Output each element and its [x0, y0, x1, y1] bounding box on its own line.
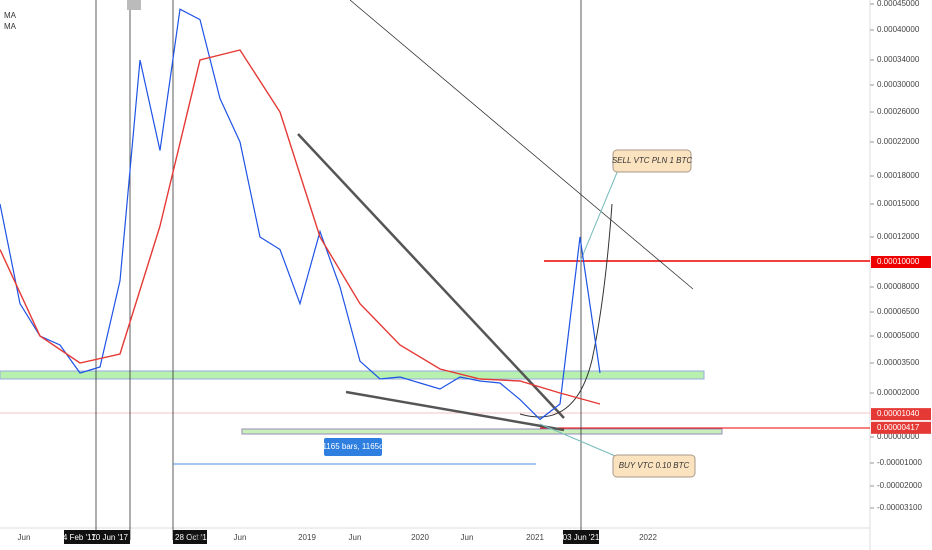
- marker: [127, 0, 141, 10]
- vertical-lines: [95, 0, 582, 540]
- indicator: MA: [4, 22, 17, 31]
- y-tick-label: 0.00008000: [877, 282, 920, 291]
- range-label: 1165 bars, 1165d: [322, 442, 383, 451]
- x-tick-label: 28 Oct '17: [175, 533, 212, 542]
- date-badge: [96, 530, 130, 544]
- y-tick-label: 0.00005000: [877, 331, 920, 340]
- sell-callout: [612, 149, 692, 173]
- y-tick-label: -0.00001000: [877, 458, 922, 467]
- x-tick-label: 24 Feb '17: [58, 533, 96, 542]
- price-badge: [871, 421, 931, 434]
- callout-pointer: [539, 423, 621, 459]
- buy-callout: [612, 454, 696, 478]
- price-badge-label: 0.00001040: [877, 409, 920, 418]
- y-tick-label: 0.00026000: [877, 107, 920, 116]
- price-badge: [871, 408, 931, 421]
- y-tick-label: -0.00003100: [877, 503, 922, 512]
- x-tick-label: 2019: [298, 533, 316, 542]
- x-tick-label: 2021: [526, 533, 544, 542]
- y-tick-label: 0.00034000: [877, 55, 920, 64]
- x-tick-label: 2022: [639, 533, 657, 542]
- support-zone: [241, 428, 723, 435]
- range-badge: [324, 438, 382, 456]
- series-line: [0, 49, 601, 405]
- x-tick-label: Jun: [18, 533, 31, 542]
- x-tick-label: 2020: [411, 533, 429, 542]
- price-badge-label: 0.00010000: [877, 257, 920, 266]
- x-tick-label: 03 Jun '21: [563, 533, 600, 542]
- date-badge: [563, 530, 599, 544]
- x-tick-label: 018: [190, 533, 204, 542]
- y-tick-label: 0.00040000: [877, 25, 920, 34]
- trend-line: [297, 133, 565, 419]
- x-tick-label: Jun: [349, 533, 362, 542]
- support-zone: [0, 370, 705, 380]
- trend-line: [349, 0, 694, 290]
- trend-line: [345, 390, 565, 432]
- date-badge: [64, 530, 98, 544]
- y-tick-label: 0.00030000: [877, 80, 920, 89]
- x-tick-label: Jun: [461, 533, 474, 542]
- y-tick-label: 0.00000000: [877, 432, 920, 441]
- y-tick-label: 0.00002000: [877, 388, 920, 397]
- indicator: MA: [4, 11, 17, 20]
- y-tick-label: 0.00018000: [877, 171, 920, 180]
- sell-label: SELL VTC PLN 1 BTC: [612, 156, 693, 165]
- buy-label: BUY VTC 0.10 BTC: [619, 461, 690, 470]
- y-tick-label: 0.00012000: [877, 232, 920, 241]
- y-tick-label: 0.00022000: [877, 137, 920, 146]
- callout-pointer: [579, 169, 619, 263]
- curve: [519, 203, 613, 418]
- y-tick-label: 0.00003500: [877, 358, 920, 367]
- y-tick-label: 0.00045000: [877, 0, 920, 8]
- y-tick-label: -0.00002000: [877, 481, 922, 490]
- y-tick-label: 0.00015000: [877, 199, 920, 208]
- x-tick-label: 10 Jun '17: [91, 533, 128, 542]
- y-tick-label: 0.00006500: [877, 307, 920, 316]
- x-tick-label: Jun: [234, 533, 247, 542]
- date-badge: [173, 530, 207, 544]
- price-badge: [871, 256, 931, 268]
- series-line: [0, 8, 601, 421]
- price-badge-label: 0.00000417: [877, 423, 920, 432]
